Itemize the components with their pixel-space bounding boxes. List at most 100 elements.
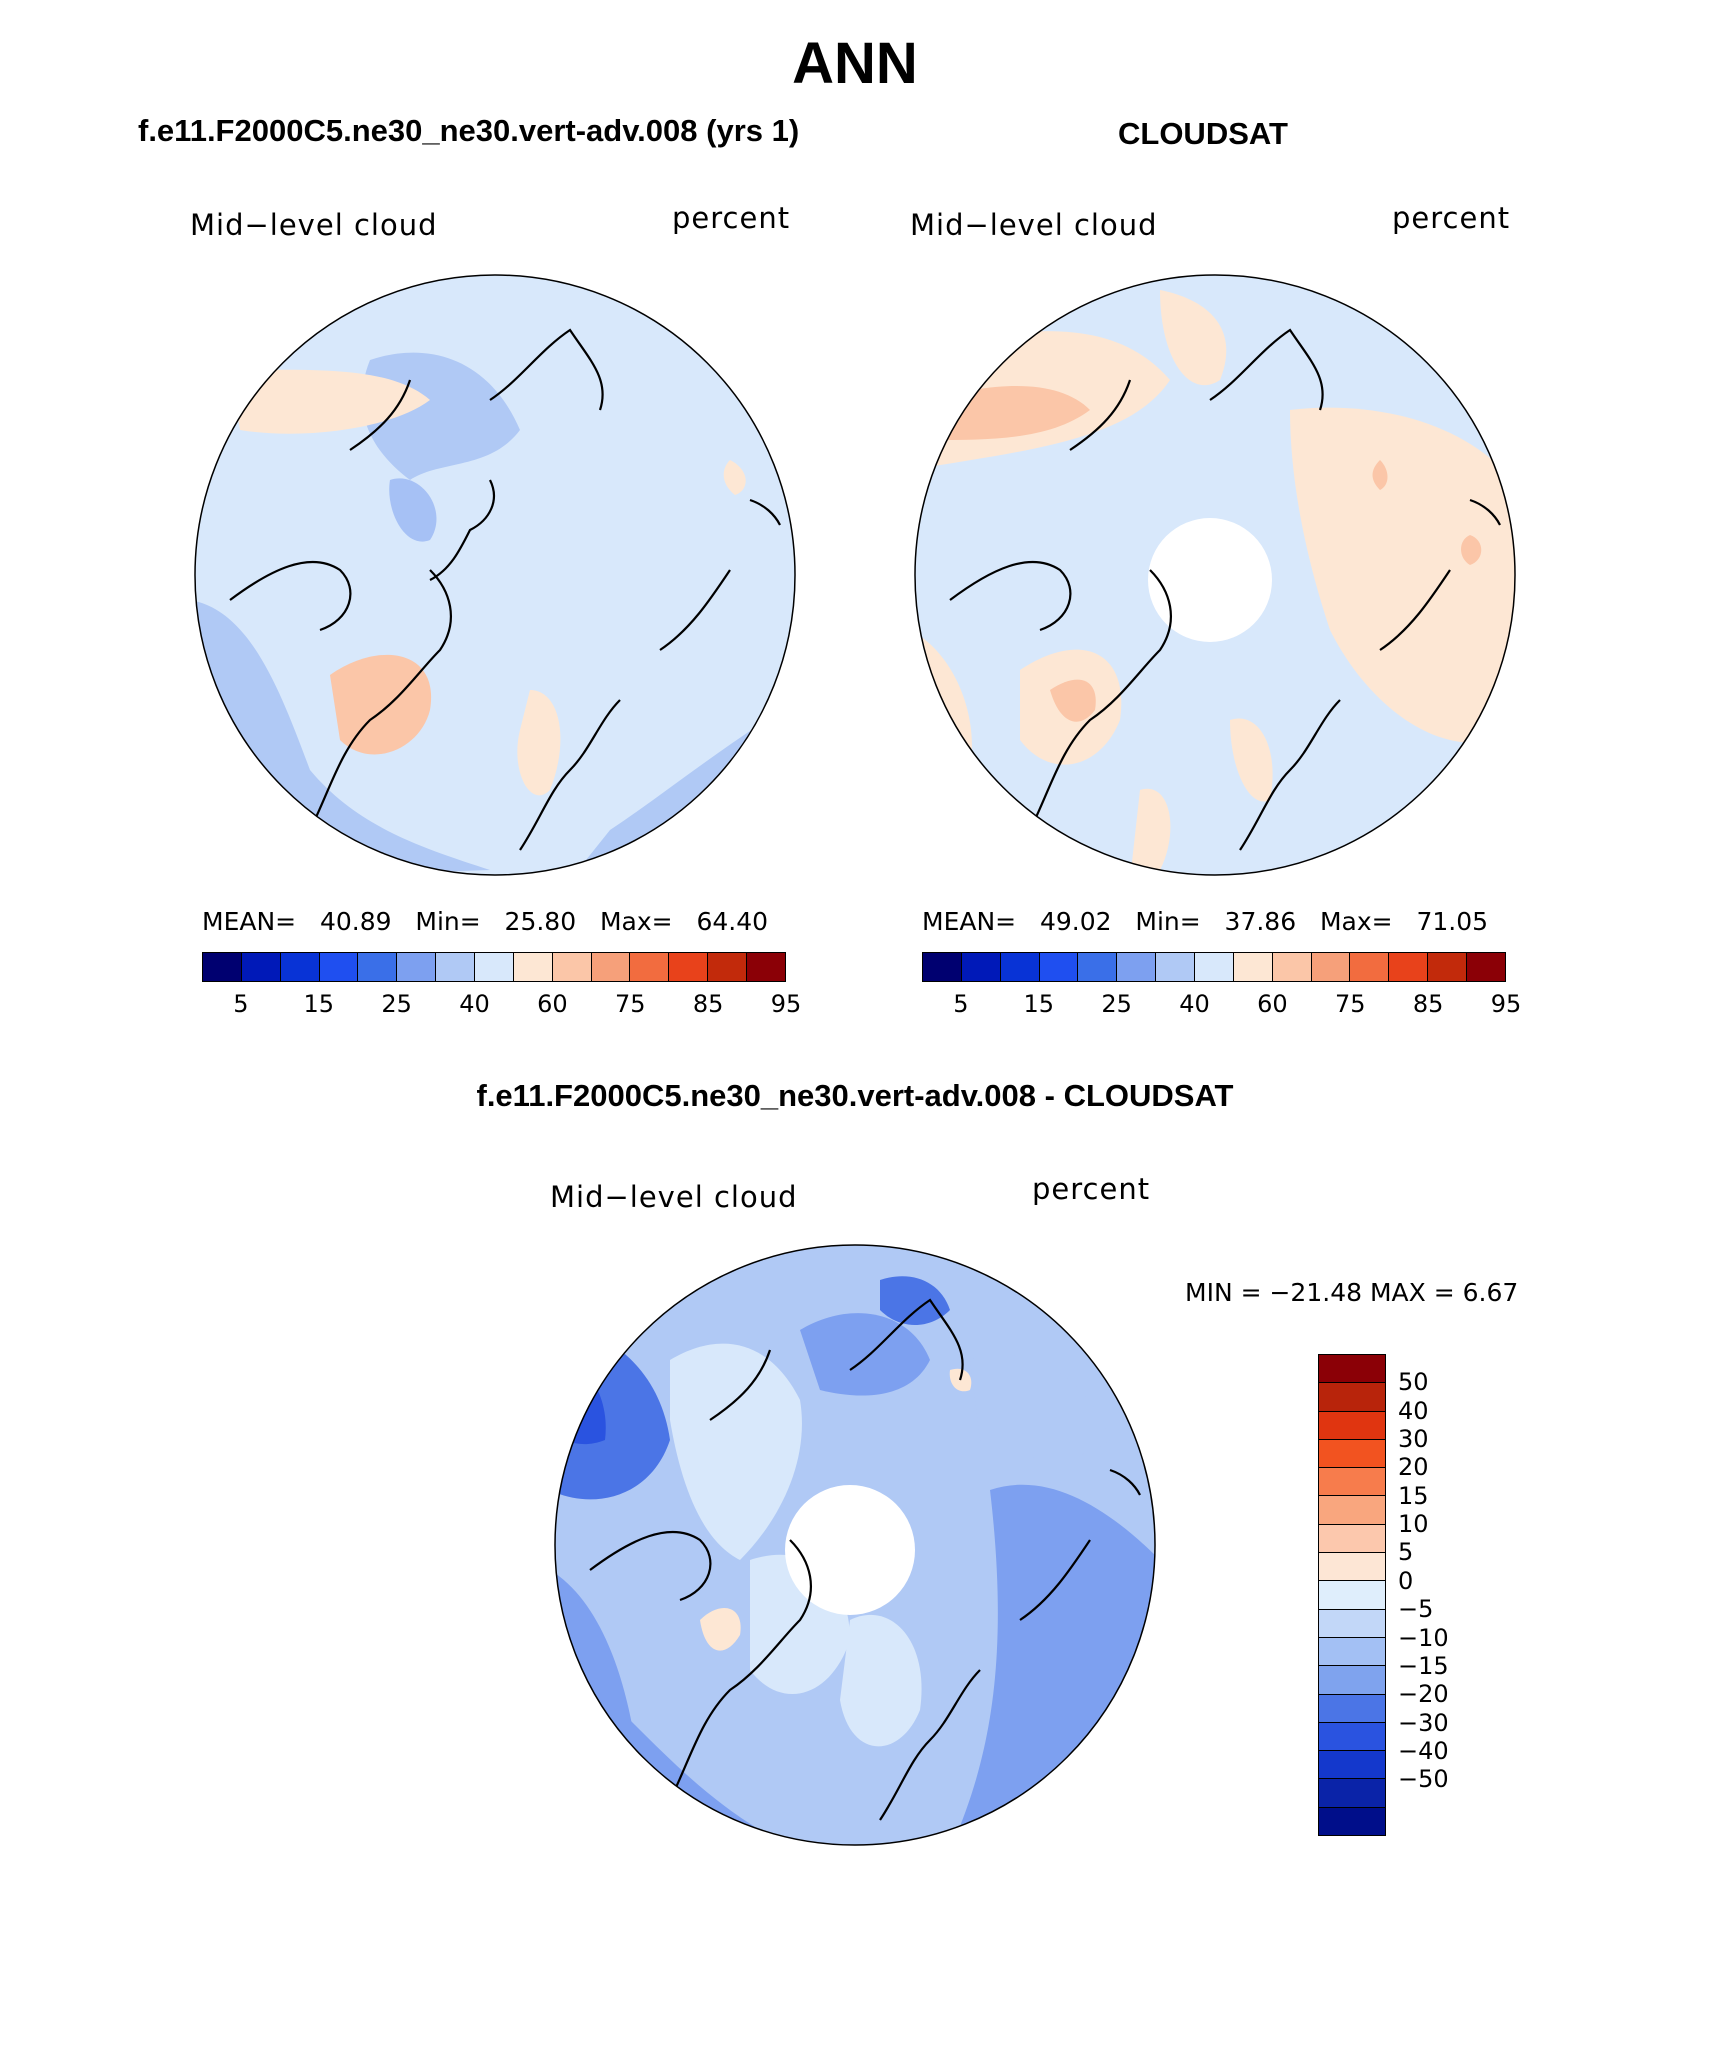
colorbar-swatch: [1195, 953, 1234, 981]
colorbar-swatch: [923, 953, 962, 981]
colorbar-tick-label: 15: [303, 990, 335, 1018]
colorbar-tick-label: 50: [1398, 1368, 1429, 1397]
colorbar-swatch: [319, 953, 359, 981]
colorbar-tick-label: 40: [1179, 990, 1210, 1018]
panel1-max-value: 64.40: [696, 907, 769, 936]
diff-colorbar-ticks: 50 40 30 20 15 10 5 0 −5 −10 −15 −20 −30 −40 −50: [1398, 1354, 1498, 1836]
diff-polar-map: [554, 1244, 1156, 1846]
colorbar-swatch: [1319, 1355, 1385, 1384]
figure-title: ANN: [792, 31, 918, 96]
colorbar-swatch: [513, 953, 553, 981]
panel2-min-value: 37.86: [1224, 907, 1297, 936]
colorbar-tick-label: 5: [1398, 1538, 1414, 1567]
colorbar-swatch: [1272, 953, 1312, 981]
panel1-mean-value: 40.89: [319, 907, 392, 936]
colorbar-tick-label: 5: [953, 990, 969, 1018]
colorbar-tick-label: 40: [1398, 1396, 1429, 1425]
colorbar-tick-label: 20: [1398, 1453, 1429, 1482]
colorbar-tick-label: 0: [1398, 1566, 1414, 1595]
panel2-colorbar: [922, 952, 1506, 982]
colorbar-swatch: [280, 953, 320, 981]
colorbar-tick-label: 75: [1334, 990, 1366, 1018]
panel2-stats: MEAN= 49.02 Min= 37.86 Max= 71.05: [922, 907, 1488, 936]
panel1-max-label: Max=: [599, 907, 673, 936]
colorbar-swatch: [961, 953, 1001, 981]
colorbar-tick-label: 5: [233, 990, 249, 1018]
colorbar-swatch: [1319, 1553, 1385, 1582]
colorbar-tick-label: 15: [1398, 1481, 1429, 1510]
colorbar-tick-label: −20: [1398, 1680, 1449, 1709]
colorbar-swatch: [436, 953, 476, 981]
panel1-variable-label: Mid−level cloud: [190, 208, 438, 242]
colorbar-swatch: [1467, 953, 1505, 981]
colorbar-tick-label: −40: [1398, 1736, 1449, 1765]
colorbar-tick-label: −10: [1398, 1623, 1449, 1652]
colorbar-swatch: [630, 953, 670, 981]
panel2-title: CLOUDSAT: [1118, 116, 1288, 151]
colorbar-swatch: [552, 953, 592, 981]
colorbar-tick-label: 60: [537, 990, 568, 1018]
colorbar-swatch: [1311, 953, 1351, 981]
panel1-colorbar: [202, 952, 786, 982]
colorbar-tick-label: −5: [1398, 1595, 1434, 1624]
colorbar-tick-label: 25: [381, 990, 412, 1018]
colorbar-tick-label: 30: [1398, 1425, 1429, 1454]
colorbar-tick-label: 95: [770, 990, 802, 1018]
colorbar-swatch: [1319, 1609, 1385, 1638]
colorbar-swatch: [241, 953, 281, 981]
colorbar-swatch: [708, 953, 748, 981]
colorbar-swatch: [1319, 1496, 1385, 1525]
colorbar-swatch: [1350, 953, 1390, 981]
panel2-polar-map: [914, 274, 1516, 876]
colorbar-swatch: [1428, 953, 1468, 981]
diff-minmax-label: MIN = −21.48 MAX = 6.67: [1185, 1278, 1519, 1307]
colorbar-tick-label: 15: [1023, 990, 1055, 1018]
colorbar-swatch: [1319, 1524, 1385, 1554]
colorbar-tick-label: 40: [459, 990, 490, 1018]
colorbar-swatch: [1319, 1411, 1385, 1440]
colorbar-swatch: [1319, 1779, 1385, 1808]
panel2-max-value: 71.05: [1416, 907, 1489, 936]
colorbar-swatch: [1000, 953, 1040, 981]
panel1-mean-label: MEAN=: [202, 907, 297, 936]
colorbar-swatch: [747, 953, 785, 981]
panel1-min-value: 25.80: [504, 907, 577, 936]
colorbar-tick-label: −15: [1398, 1651, 1449, 1680]
colorbar-tick-label: 10: [1398, 1510, 1429, 1539]
colorbar-tick-label: 25: [1101, 990, 1132, 1018]
colorbar-swatch: [1039, 953, 1079, 981]
colorbar-swatch: [1319, 1637, 1385, 1667]
colorbar-swatch: [1319, 1694, 1385, 1723]
colorbar-tick-label: −30: [1398, 1708, 1449, 1737]
colorbar-swatch: [1319, 1383, 1385, 1412]
colorbar-tick-label: 60: [1257, 990, 1288, 1018]
panel2-variable-label: Mid−level cloud: [910, 208, 1158, 242]
colorbar-swatch: [1078, 953, 1118, 981]
diff-units-label: percent: [1032, 1172, 1151, 1206]
colorbar-swatch: [1389, 953, 1429, 981]
colorbar-swatch: [1117, 953, 1157, 981]
colorbar-swatch: [1233, 953, 1273, 981]
colorbar-swatch: [1319, 1666, 1385, 1695]
diff-colorbar: [1318, 1354, 1386, 1836]
colorbar-swatch: [1319, 1468, 1385, 1497]
colorbar-swatch: [669, 953, 709, 981]
colorbar-tick-label: 85: [692, 990, 724, 1018]
colorbar-swatch: [591, 953, 631, 981]
colorbar-swatch: [1319, 1581, 1385, 1610]
colorbar-tick-label: 85: [1412, 990, 1444, 1018]
colorbar-swatch: [397, 953, 437, 981]
colorbar-swatch: [1319, 1807, 1385, 1836]
colorbar-swatch: [1319, 1722, 1385, 1752]
panel2-max-label: Max=: [1319, 907, 1393, 936]
colorbar-tick-label: 75: [614, 990, 646, 1018]
panel2-units-label: percent: [1392, 201, 1511, 235]
panel1-stats: MEAN= 40.89 Min= 25.80 Max= 64.40: [202, 907, 768, 936]
panel1-units-label: percent: [672, 201, 791, 235]
colorbar-swatch: [203, 953, 242, 981]
panel1-polar-map: [194, 274, 796, 876]
diff-panel-title: f.e11.F2000C5.ne30_ne30.vert-adv.008 - C…: [476, 1078, 1234, 1113]
colorbar-tick-label: 95: [1490, 990, 1522, 1018]
panel2-mean-label: MEAN=: [922, 907, 1017, 936]
panel2-mean-value: 49.02: [1039, 907, 1112, 936]
